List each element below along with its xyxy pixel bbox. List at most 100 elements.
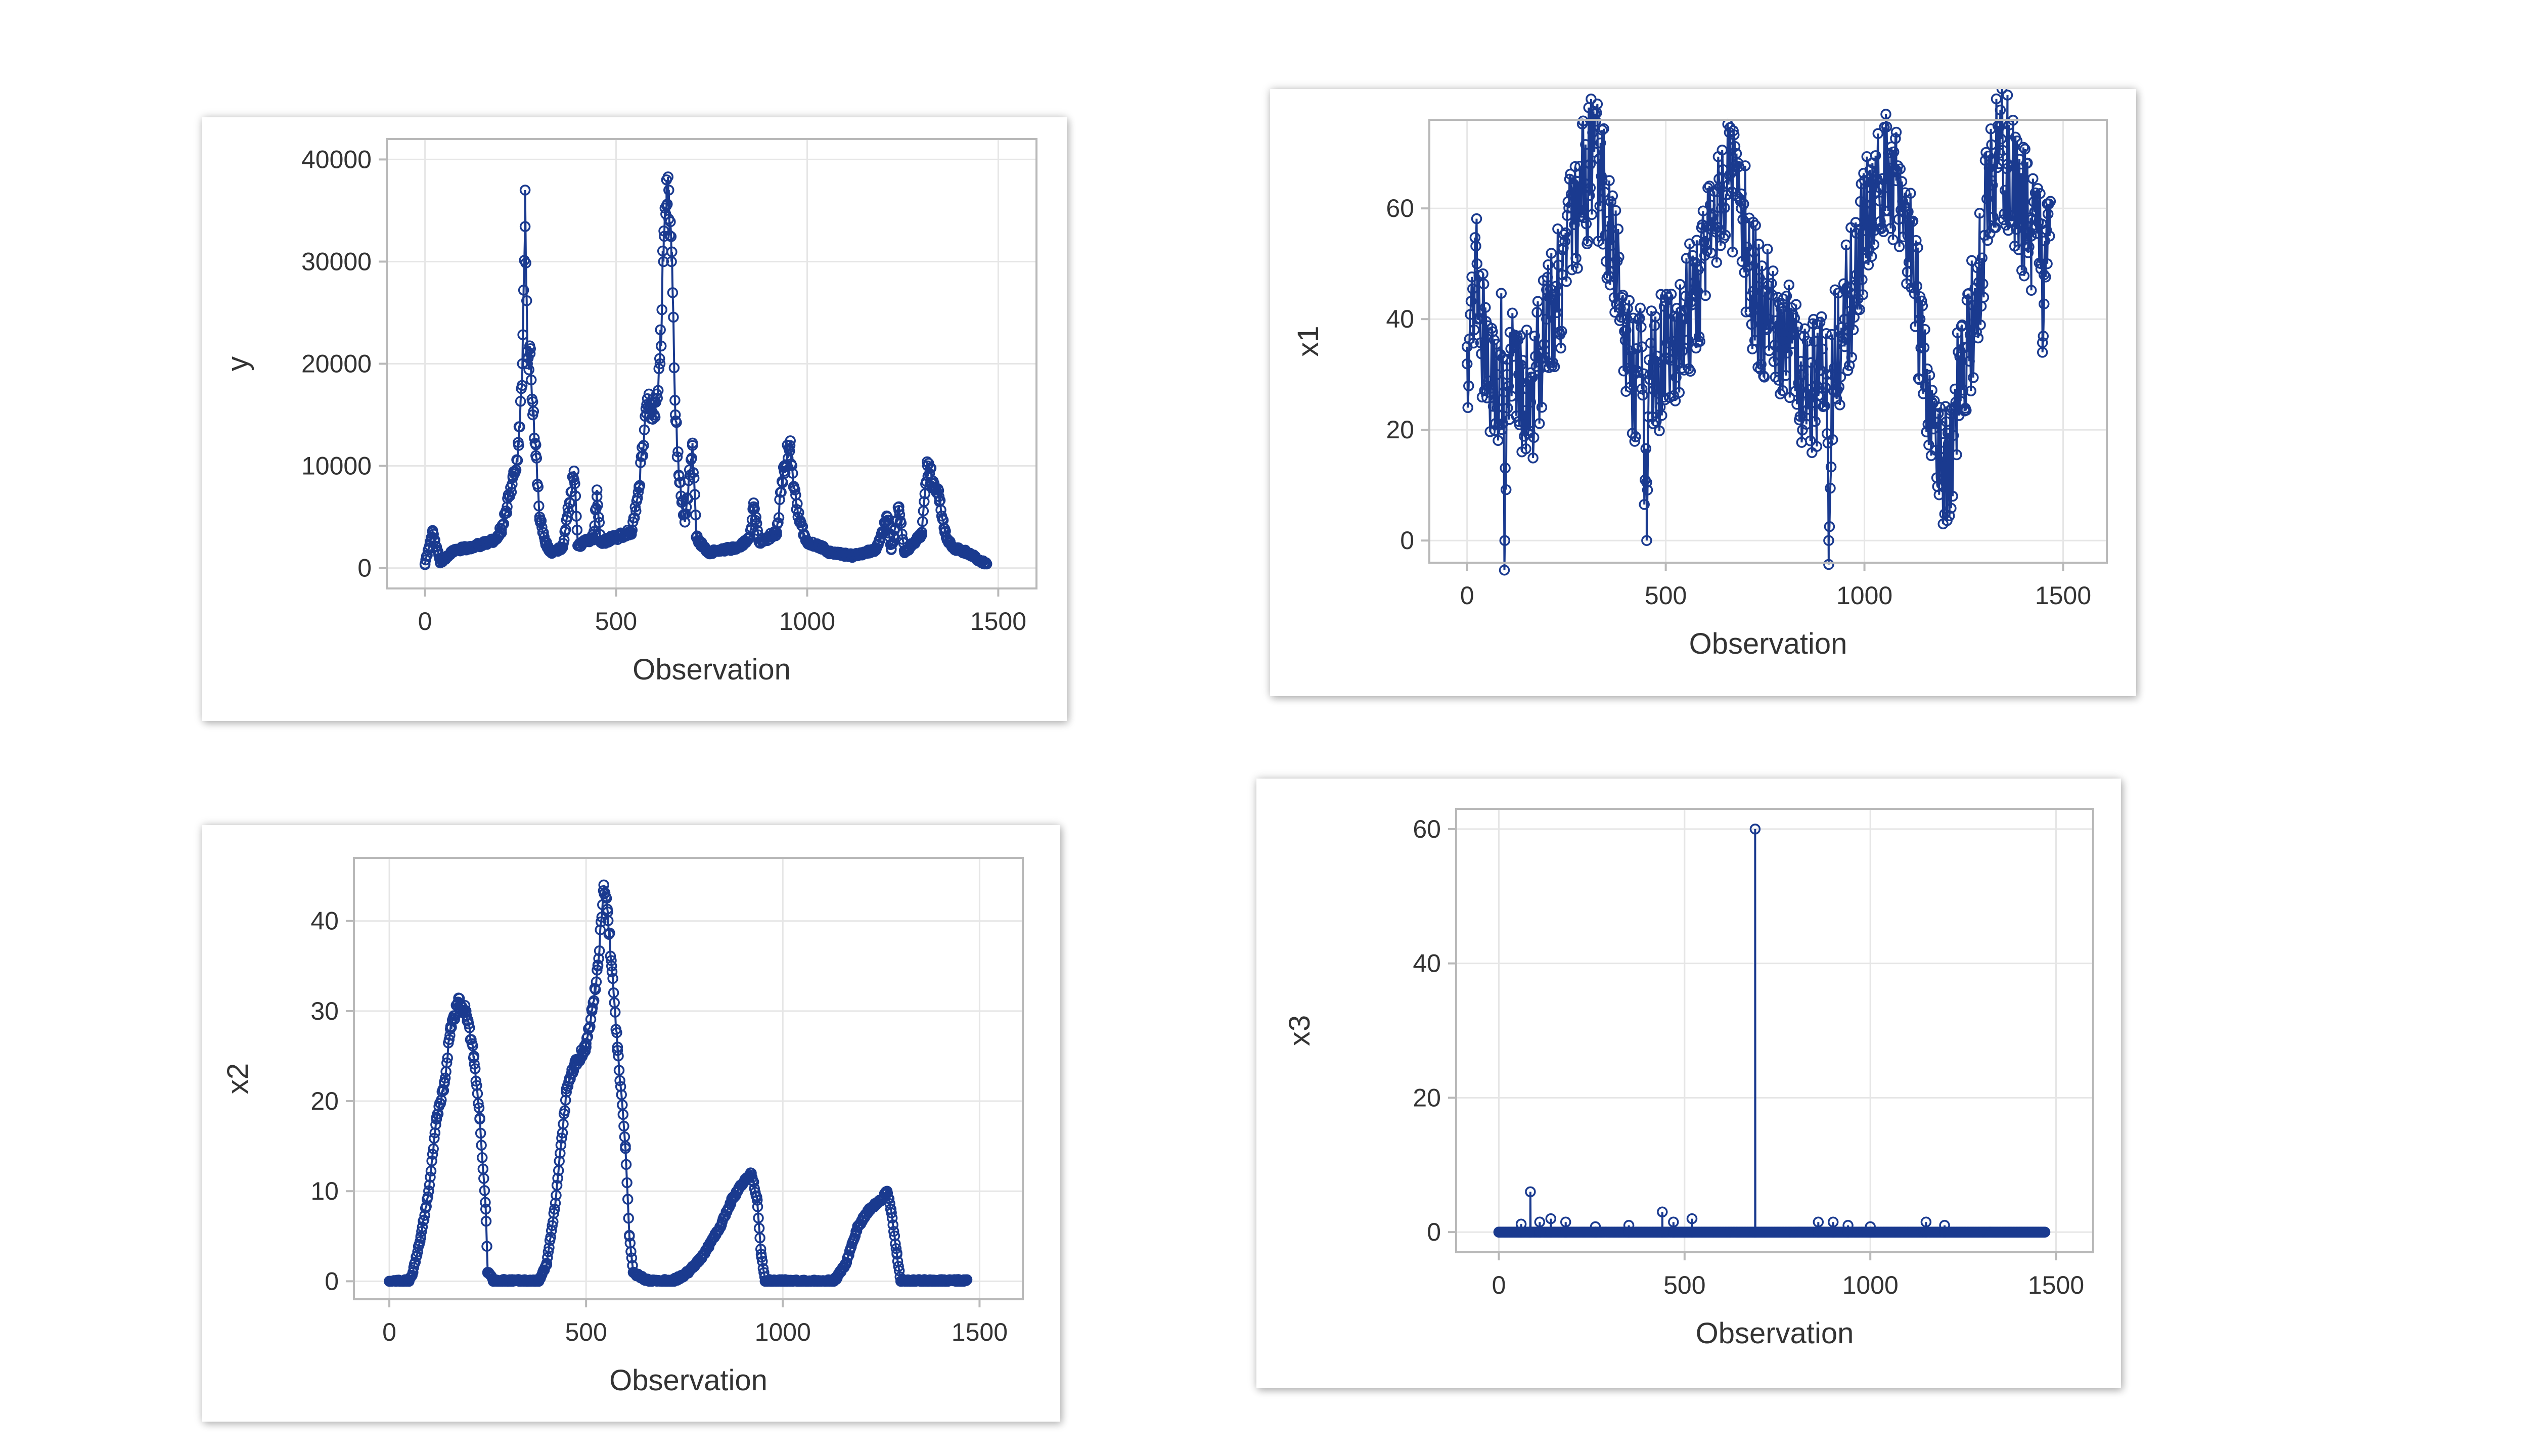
- data-point: [626, 1252, 638, 1264]
- data-point: [1903, 257, 1915, 268]
- data-point: [2045, 196, 2056, 207]
- data-point: [1469, 324, 1480, 336]
- data-point: [1747, 286, 1759, 297]
- data-point: [1893, 241, 1905, 252]
- series-markers-y: [419, 171, 992, 570]
- data-point: [649, 412, 661, 423]
- data-point: [925, 463, 937, 474]
- data-point: [478, 1173, 489, 1184]
- data-point: [751, 518, 762, 529]
- x-tick-label: 1500: [952, 1318, 1008, 1346]
- data-point: [1905, 188, 1916, 199]
- data-point: [1652, 356, 1663, 368]
- data-point: [560, 1095, 571, 1106]
- data-point: [1926, 385, 1937, 396]
- data-point: [512, 454, 523, 466]
- data-point: [1668, 1216, 1679, 1227]
- data-point: [579, 1045, 591, 1057]
- data-point: [1814, 383, 1825, 394]
- data-point: [784, 445, 795, 457]
- data-point: [1974, 258, 1985, 269]
- data-point: [669, 409, 681, 421]
- data-point: [1604, 279, 1616, 291]
- data-point: [1727, 246, 1738, 258]
- data-point: [1553, 259, 1564, 271]
- data-point: [606, 955, 617, 966]
- data-point: [1602, 215, 1613, 227]
- data-point: [1546, 248, 1557, 259]
- data-point: [1500, 463, 1511, 474]
- y-tick-label: 0: [325, 1267, 339, 1295]
- data-point: [425, 1165, 437, 1177]
- data-point: [1853, 224, 1865, 235]
- data-point: [625, 1246, 637, 1257]
- data-point: [551, 1190, 562, 1201]
- data-point: [1842, 365, 1854, 376]
- data-point: [748, 497, 759, 509]
- data-point: [1748, 246, 1759, 258]
- data-point: [1639, 499, 1650, 510]
- data-point: [2015, 167, 2026, 179]
- data-point: [1685, 366, 1696, 377]
- data-point: [1771, 315, 1782, 327]
- data-point: [622, 1194, 634, 1205]
- x-tick-label: 1500: [2028, 1271, 2084, 1299]
- data-point: [680, 508, 691, 520]
- data-point: [1674, 387, 1685, 398]
- data-point: [1650, 311, 1661, 322]
- data-point: [2018, 270, 2030, 282]
- data-point: [1471, 258, 1483, 269]
- data-point: [2022, 157, 2033, 169]
- data-point: [475, 1127, 486, 1139]
- y-tick-label: 10: [310, 1177, 339, 1205]
- data-point: [2029, 206, 2040, 217]
- data-point: [1636, 383, 1648, 394]
- data-point: [595, 916, 607, 928]
- data-point: [1746, 318, 1757, 330]
- data-point: [618, 1120, 629, 1132]
- data-point: [588, 526, 600, 537]
- data-point: [1791, 399, 1802, 410]
- data-point: [549, 1204, 560, 1215]
- data-point: [893, 1261, 904, 1272]
- data-point: [427, 1149, 438, 1160]
- x-tick-label: 0: [1492, 1271, 1506, 1299]
- data-point: [1620, 325, 1632, 336]
- data-point: [1786, 338, 1798, 349]
- data-point: [880, 516, 891, 527]
- data-point: [773, 517, 784, 528]
- data-point: [496, 524, 507, 535]
- data-point: [2025, 231, 2037, 242]
- data-point: [1738, 198, 1749, 210]
- data-point: [441, 1057, 453, 1069]
- data-point: [1919, 324, 1930, 335]
- data-point: [1691, 235, 1702, 246]
- data-point: [1735, 196, 1746, 207]
- data-point: [1990, 222, 2001, 233]
- data-point: [1605, 196, 1616, 207]
- data-point: [1829, 284, 1841, 295]
- data-point: [568, 465, 580, 477]
- data-point: [1641, 535, 1652, 546]
- y-axis-label: x3: [1283, 1015, 1316, 1046]
- data-point: [1567, 190, 1578, 201]
- data-point: [580, 1038, 592, 1049]
- data-point: [656, 304, 667, 315]
- data-point: [522, 346, 533, 357]
- data-point: [442, 1052, 453, 1064]
- data-point: [1900, 187, 1911, 198]
- data-point: [1780, 370, 1791, 381]
- data-point: [2025, 285, 2037, 296]
- plot-frame: [1428, 119, 2108, 564]
- x-tick-label: 1000: [1842, 1271, 1899, 1299]
- data-point: [1885, 223, 1897, 234]
- data-point: [601, 893, 612, 904]
- data-point: [1528, 432, 1540, 443]
- data-point: [1890, 133, 1901, 144]
- data-point: [668, 311, 679, 323]
- data-point: [1813, 390, 1824, 401]
- data-point: [1823, 535, 1834, 546]
- data-point: [1894, 163, 1906, 174]
- data-point: [886, 544, 897, 555]
- data-point: [671, 417, 682, 428]
